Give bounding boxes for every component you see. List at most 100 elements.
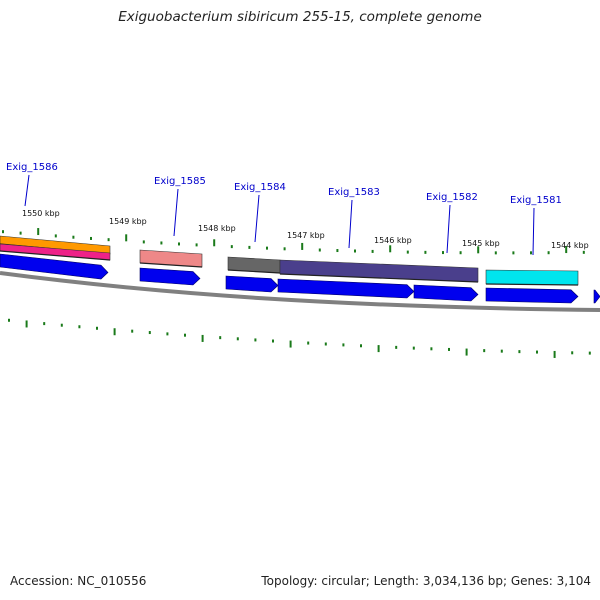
outer-tick: [512, 251, 515, 255]
feature-exig-1581-edge: [485, 283, 579, 286]
scale-labels: 1550 kbp 1549 kbp 1548 kbp 1547 kbp 1546 kbp…: [22, 209, 589, 250]
inner-tick: [184, 333, 186, 337]
outer-tick: [160, 241, 163, 245]
outer-tick: [565, 246, 568, 254]
outer-tick: [406, 250, 409, 254]
scale-label: 1546 kbp: [374, 236, 412, 245]
outer-tick: [2, 230, 4, 234]
outer-tick: [494, 251, 497, 255]
inner-tick: [430, 347, 433, 351]
inner-tick: [518, 350, 521, 354]
outer-tick: [354, 249, 356, 253]
gene-label-leader: [532, 207, 535, 256]
outer-tick: [213, 239, 216, 247]
inner-tick: [166, 332, 169, 336]
scale-label: 1544 kbp: [551, 241, 589, 250]
outer-tick: [107, 238, 110, 242]
gene-label-leader: [446, 204, 451, 254]
outer-tick: [178, 242, 180, 246]
outer-tick: [266, 246, 268, 250]
outer-tick: [371, 249, 374, 253]
feature-exig-1583-edge: [279, 273, 479, 283]
outer-tick: [301, 242, 304, 250]
gene-label: Exig_1583: [328, 187, 380, 198]
inner-tick: [25, 320, 28, 328]
outer-tick: [582, 250, 585, 254]
scale-label: 1547 kbp: [287, 231, 325, 240]
outer-tick: [19, 231, 22, 235]
inner-tick: [148, 331, 151, 335]
gene-label: Exig_1581: [510, 195, 562, 206]
inner-tick: [342, 343, 345, 347]
scale-label: 1549 kbp: [109, 217, 147, 226]
outer-tick: [336, 249, 339, 253]
outer-tick: [318, 248, 321, 252]
feature-exig-1581: [485, 269, 579, 286]
cds-arrow-1: [0, 253, 109, 280]
inner-tick: [553, 350, 556, 358]
inner-tick: [78, 325, 81, 329]
inner-tick: [536, 350, 538, 354]
feature-exig-1586-pink-edge: [0, 250, 111, 261]
inner-tick: [377, 345, 380, 353]
outer-tick: [90, 236, 92, 240]
cds-arrow-3: [225, 275, 279, 293]
scale-label: 1548 kbp: [198, 224, 236, 233]
gene-label: Exig_1582: [426, 192, 478, 203]
outer-tick: [389, 245, 392, 253]
inner-tick: [360, 344, 362, 348]
inner-tick: [254, 338, 257, 342]
outer-tick: [72, 235, 75, 239]
inner-tick: [500, 349, 503, 353]
gene-labels: Exig_1586 Exig_1585 Exig_1584 Exig_1583 Exig…: [6, 162, 562, 256]
gene-label: Exig_1584: [234, 182, 286, 193]
outer-tick: [283, 247, 286, 251]
scale-label: 1550 kbp: [22, 209, 60, 218]
inner-tick-track: [8, 318, 591, 358]
inner-tick: [412, 346, 415, 350]
inner-tick: [236, 337, 239, 341]
inner-tick: [43, 322, 46, 326]
outer-tick: [142, 240, 145, 244]
feature-exig-1585-edge: [139, 262, 203, 268]
inner-tick: [219, 336, 222, 340]
cds-track: [0, 253, 600, 304]
inner-tick: [201, 334, 204, 342]
outer-tick: [248, 245, 251, 249]
feature-exig-1583: [279, 259, 479, 283]
outer-tick: [54, 234, 57, 238]
inner-tick: [395, 345, 398, 349]
gene-label-leader: [24, 174, 30, 207]
outer-tick: [459, 251, 462, 255]
cds-arrow-5: [413, 284, 479, 302]
outer-tick: [195, 243, 198, 247]
inner-tick: [465, 348, 468, 356]
outer-tick: [442, 251, 444, 255]
inner-tick: [307, 341, 310, 345]
genome-summary-text: Topology: circular; Length: 3,034,136 bp…: [261, 574, 591, 588]
outer-tick: [424, 250, 427, 254]
outer-tick: [125, 234, 128, 242]
inner-tick: [448, 347, 450, 351]
cds-arrow-7: [593, 289, 600, 304]
cds-arrow-2: [139, 267, 201, 286]
accession-text: Accession: NC_010556: [10, 574, 147, 588]
outer-tick: [477, 246, 480, 254]
outer-tick: [230, 245, 233, 249]
inner-tick: [324, 342, 327, 346]
inner-tick: [272, 339, 274, 343]
feature-track: [0, 235, 579, 286]
inner-tick: [8, 318, 10, 322]
outer-tick-track: [2, 228, 585, 255]
cds-arrow-4: [277, 278, 415, 299]
inner-tick: [113, 328, 116, 336]
inner-tick: [483, 349, 486, 353]
inner-tick: [96, 326, 98, 330]
outer-tick: [37, 228, 40, 236]
map-title: Exiguobacterium sibiricum 255-15, comple…: [118, 9, 482, 25]
outer-tick: [547, 251, 550, 255]
feature-exig-1584-edge: [227, 269, 281, 274]
gene-label-leader: [348, 199, 353, 249]
inner-tick: [289, 340, 292, 348]
